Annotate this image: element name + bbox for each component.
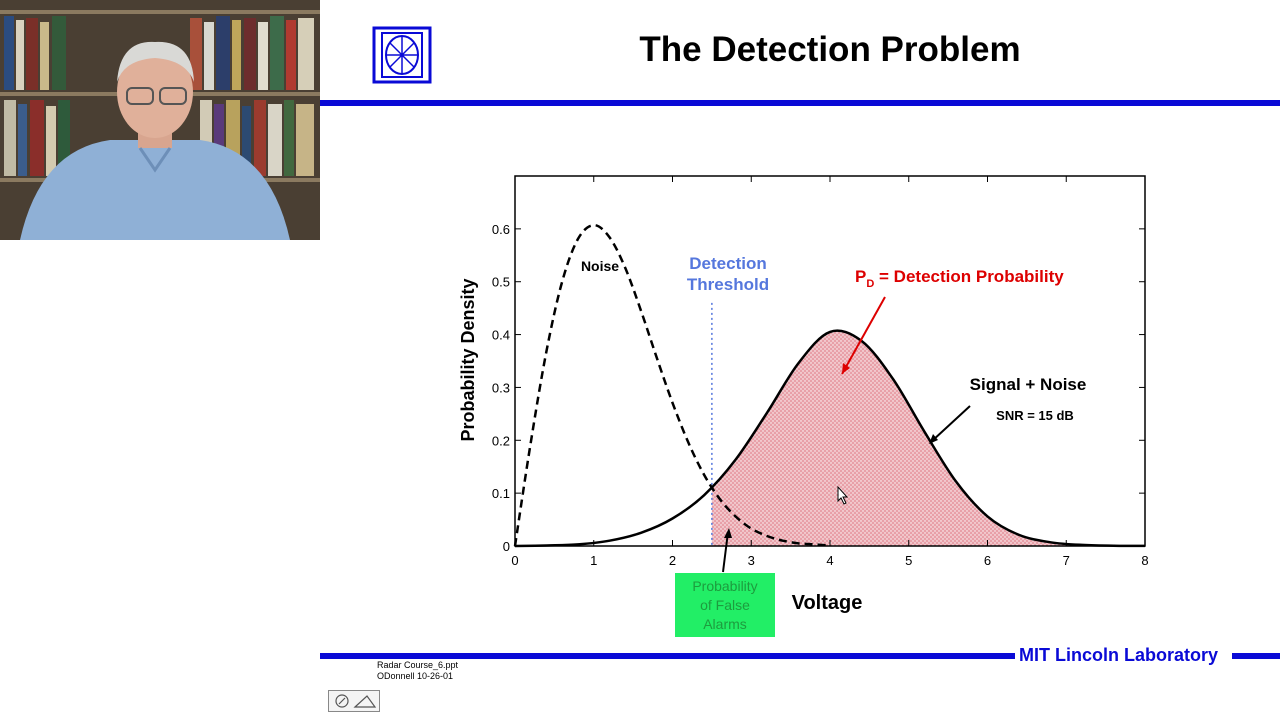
y-tick-label: 0.3	[492, 380, 510, 395]
snr-label: SNR = 15 dB	[996, 408, 1074, 423]
x-axis: 0 1 2 3 4 5 6 7 8	[511, 176, 1149, 568]
presenter-video	[0, 0, 320, 240]
pd-arrowhead	[842, 363, 850, 374]
y-tick-label: 0.1	[492, 486, 510, 501]
x-tick-label: 3	[748, 553, 755, 568]
signal-noise-label: Signal + Noise	[970, 375, 1087, 394]
presenter-icon	[20, 41, 290, 240]
false-alarm-arrow	[722, 531, 729, 573]
y-tick-label: 0.2	[492, 433, 510, 448]
x-tick-label: 8	[1141, 553, 1148, 568]
y-tick-label: 0	[503, 539, 510, 554]
footer-divider-left	[320, 653, 1015, 659]
y-tick-label: 0.5	[492, 275, 510, 290]
title-divider	[320, 100, 1280, 106]
detection-chart: 0 1 2 3 4 5 6 7 8 0 0.1 0.2 0.3 0.4 0.5 0.6 Probabilit…	[458, 175, 1149, 614]
pen-icon[interactable]	[335, 694, 349, 708]
footnote-filename: Radar Course_6.ppt	[377, 660, 459, 670]
noise-curve	[513, 223, 831, 547]
slide-toolbar[interactable]	[328, 690, 380, 712]
false-alarm-arrowhead	[724, 528, 732, 538]
slide-title: The Detection Problem	[639, 30, 1021, 69]
slide-toolbar-icons	[335, 694, 377, 708]
footer-lab-name: MIT Lincoln Laboratory	[1019, 645, 1219, 665]
noise-label: Noise	[581, 258, 619, 274]
false-alarm-text-3: Alarms	[703, 616, 747, 632]
x-tick-label: 5	[905, 553, 912, 568]
y-tick-label: 0.6	[492, 222, 510, 237]
bookshelf-icon	[0, 10, 320, 182]
x-tick-label: 4	[826, 553, 833, 568]
pd-arrow	[841, 296, 886, 375]
x-tick-label: 6	[984, 553, 991, 568]
y-tick-label: 0.4	[492, 328, 510, 343]
y-axis: 0 0.1 0.2 0.3 0.4 0.5 0.6	[492, 222, 1145, 554]
false-alarm-text-1: Probability	[692, 578, 758, 594]
footnote: Radar Course_6.ppt ODonnell 10-26-01	[377, 660, 458, 682]
x-tick-label: 1	[590, 553, 597, 568]
signal-noise-curve	[514, 329, 1146, 548]
false-alarm-box: Probability of False Alarms	[675, 573, 775, 637]
mouse-cursor-icon	[837, 485, 849, 505]
threshold-label-line1: Detection	[689, 254, 766, 273]
signal-arrow	[931, 405, 971, 442]
footer-divider-right	[1232, 653, 1280, 659]
pd-label-rest: = Detection Probability	[874, 267, 1064, 286]
mit-ll-logo	[372, 26, 432, 84]
pd-label: PD = Detection Probability	[855, 267, 1064, 290]
pd-label-sub: D	[866, 278, 874, 290]
threshold-label-line2: Threshold	[687, 275, 769, 294]
pd-label-main: P	[855, 267, 866, 286]
false-alarm-text-2: of False	[700, 597, 750, 613]
y-axis-label: Probability Density	[458, 278, 478, 441]
footnote-author-date: ODonnell 10-26-01	[377, 671, 454, 681]
signal-arrowhead	[929, 434, 938, 444]
x-axis-label: Voltage	[792, 592, 863, 614]
x-tick-label: 2	[669, 553, 676, 568]
eraser-icon[interactable]	[353, 695, 377, 708]
x-tick-label: 7	[1063, 553, 1070, 568]
presenter-video-frame	[0, 0, 320, 240]
x-tick-label: 0	[511, 553, 518, 568]
